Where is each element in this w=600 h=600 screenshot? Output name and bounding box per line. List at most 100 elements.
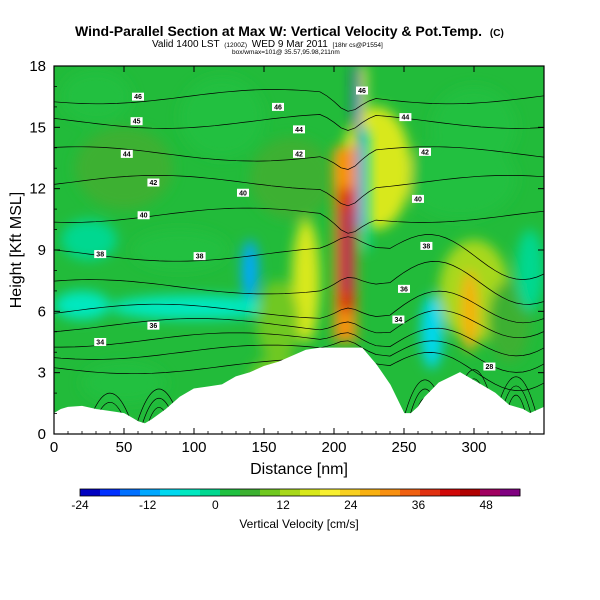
colorbar-swatch xyxy=(100,489,121,496)
colorbar-tick-label: 0 xyxy=(212,498,219,512)
field-cell xyxy=(357,86,364,230)
x-tick-label: 50 xyxy=(116,439,133,456)
contour-label: 42 xyxy=(293,149,305,158)
field-cell xyxy=(461,270,479,353)
svg-text:38: 38 xyxy=(96,252,104,259)
svg-text:44: 44 xyxy=(295,127,303,134)
x-tick-label: 150 xyxy=(251,439,276,456)
x-tick-label: 300 xyxy=(461,439,486,456)
y-tick-label: 0 xyxy=(38,426,46,443)
contour-label: 36 xyxy=(147,321,160,330)
svg-text:42: 42 xyxy=(150,180,158,187)
contour-label: 34 xyxy=(94,338,107,347)
colorbar-tick-label: 12 xyxy=(276,498,290,512)
y-tick-label: 15 xyxy=(29,119,46,136)
svg-text:34: 34 xyxy=(96,340,104,347)
svg-text:45: 45 xyxy=(133,119,141,126)
contour-label: 36 xyxy=(398,284,410,293)
field-cell xyxy=(488,280,530,363)
theta-contour xyxy=(54,146,544,170)
colorbar-swatch xyxy=(200,489,221,496)
colorbar-tick-label: -12 xyxy=(139,498,157,512)
svg-text:40: 40 xyxy=(140,213,148,220)
y-tick-label: 6 xyxy=(38,303,46,320)
field-cell xyxy=(61,70,131,124)
colorbar-swatch xyxy=(180,489,201,496)
y-tick-label: 18 xyxy=(29,58,46,75)
svg-text:42: 42 xyxy=(421,149,429,156)
x-tick-label: 250 xyxy=(391,439,416,456)
field-cell xyxy=(54,290,110,320)
colorbar-swatch xyxy=(300,489,321,496)
colorbar-swatch xyxy=(460,489,481,496)
svg-text:46: 46 xyxy=(274,104,282,111)
y-tick-label: 3 xyxy=(38,365,46,382)
contour-label: 44 xyxy=(120,149,133,158)
field-cell xyxy=(420,294,444,369)
svg-text:38: 38 xyxy=(423,243,431,250)
contour-label: 46 xyxy=(356,86,368,95)
contour-label: 44 xyxy=(399,113,412,122)
colorbar-swatch xyxy=(380,489,401,496)
colorbar: -24 -12 0 12 24 36 48 xyxy=(71,488,521,512)
colorbar-tick-label: 48 xyxy=(479,498,493,512)
field-cell xyxy=(110,294,278,320)
x-axis: 0 50 100 150 200 250 300 xyxy=(50,66,531,456)
field-cell xyxy=(61,219,117,261)
svg-text:36: 36 xyxy=(150,323,158,330)
svg-text:46: 46 xyxy=(358,88,366,95)
theta-contour xyxy=(54,234,544,280)
x-tick-label: 200 xyxy=(321,439,346,456)
x-tick-label: 100 xyxy=(181,439,206,456)
chart-subtitle-line3: box/wmax=101@ 35.57,95.98,211nm xyxy=(232,49,340,56)
colorbar-swatch xyxy=(140,489,161,496)
theta-contour xyxy=(54,309,544,339)
field-cell xyxy=(516,229,544,312)
svg-text:40: 40 xyxy=(414,196,422,203)
field-cell xyxy=(180,76,264,158)
contour-label: 45 xyxy=(130,117,143,126)
colorbar-swatch xyxy=(440,489,461,496)
colorbar-swatch xyxy=(160,489,181,496)
colorbar-tick-label: 24 xyxy=(344,498,358,512)
field-cell xyxy=(342,209,351,291)
contour-label: 40 xyxy=(137,211,150,220)
svg-text:36: 36 xyxy=(400,286,408,293)
svg-text:46: 46 xyxy=(134,94,142,101)
contour-label: 40 xyxy=(237,188,249,197)
colorbar-title: Vertical Velocity [cm/s] xyxy=(239,517,358,531)
colorbar-swatch xyxy=(220,489,241,496)
colorbar-swatch xyxy=(280,489,301,496)
colorbar-swatch xyxy=(360,489,381,496)
theta-contour xyxy=(54,207,544,234)
theta-contour xyxy=(54,327,544,357)
field-cell xyxy=(241,239,259,302)
colorbar-swatch xyxy=(80,489,101,496)
terrain-mask xyxy=(53,347,545,435)
field-cell xyxy=(250,137,334,220)
svg-text:44: 44 xyxy=(402,115,410,122)
colorbar-tick-label: 36 xyxy=(412,498,426,512)
x-axis-title: Distance [nm] xyxy=(250,461,348,478)
svg-text:38: 38 xyxy=(196,254,204,261)
contour-label: 38 xyxy=(420,241,433,250)
contour-label: 38 xyxy=(193,252,206,261)
theta-contour xyxy=(54,89,544,112)
field-cell xyxy=(75,127,173,210)
contour-label: 34 xyxy=(392,315,405,324)
contour-label: 46 xyxy=(132,92,144,101)
y-tick-label: 9 xyxy=(38,242,46,259)
colorbar-swatch xyxy=(260,489,281,496)
colorbar-swatch xyxy=(480,489,501,496)
colorbar-swatch xyxy=(320,489,341,496)
contour-labels: 46 46 46 45 44 44 44 42 42 42 40 40 40 38 38 38 36 36 34 34… xyxy=(94,86,496,371)
colorbar-swatch xyxy=(340,489,361,496)
svg-text:34: 34 xyxy=(395,317,403,324)
plot-area: 46 46 46 45 44 44 44 42 42 42 40 40 40 38 38 38 36 36 34 34… xyxy=(53,65,545,435)
colorbar-swatch xyxy=(120,489,141,496)
colorbar-swatch xyxy=(240,489,261,496)
theta-contour xyxy=(54,114,544,131)
colorbar-swatch xyxy=(420,489,441,496)
